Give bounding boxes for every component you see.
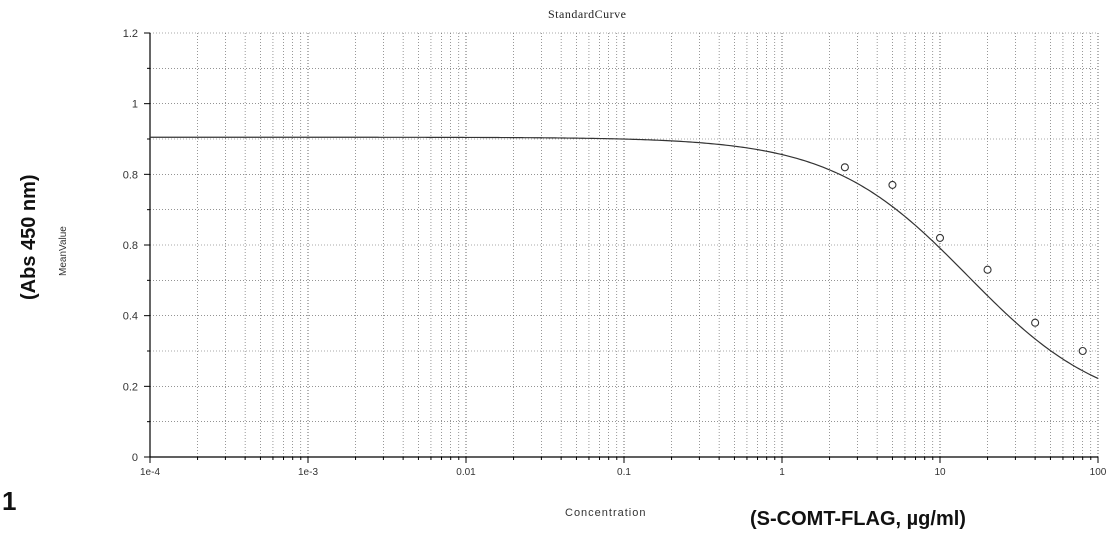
axes-layer xyxy=(144,33,1098,463)
x-tick-label: 100 xyxy=(1090,467,1107,478)
x-tick-label: 0.01 xyxy=(456,467,476,478)
x-tick-label: 1e-4 xyxy=(140,467,160,478)
y-axis-title-outer: (Abs 450 nm) xyxy=(18,174,41,300)
y-tick-label: 0.4 xyxy=(123,311,138,323)
x-tick-label: 1 xyxy=(779,467,785,478)
x-tick-label: 0.1 xyxy=(617,467,631,478)
grid-layer xyxy=(150,33,1098,457)
data-point xyxy=(841,164,848,171)
y-tick-label: 0 xyxy=(132,452,138,464)
x-tick-label: 10 xyxy=(934,467,946,478)
y-axis-title: MeanValue xyxy=(58,226,69,276)
data-point xyxy=(1032,319,1039,326)
figure-number: 1 xyxy=(2,486,16,517)
data-point xyxy=(984,266,991,273)
tick-labels-layer: 1e-4 1e-3 0.01 0.1 1 10 100 0 0.2 0.4 0.8 0.8 1 1.2 xyxy=(123,28,1107,478)
x-tick-label: 1e-3 xyxy=(298,467,318,478)
data-points-layer xyxy=(841,164,1086,355)
y-tick-label: 0.8 xyxy=(123,169,138,181)
y-tick-label: 1.2 xyxy=(123,28,138,40)
data-point xyxy=(1079,348,1086,355)
x-axis-title: Concentration xyxy=(565,507,647,519)
data-point xyxy=(889,181,896,188)
y-tick-label: 0.8 xyxy=(123,240,138,252)
y-tick-label: 1 xyxy=(132,99,138,111)
data-point xyxy=(937,234,944,241)
chart-title: StandardCurve xyxy=(548,7,626,22)
y-tick-label: 0.2 xyxy=(123,381,138,393)
x-axis-units: (S-COMT-FLAG, µg/ml) xyxy=(750,508,966,531)
